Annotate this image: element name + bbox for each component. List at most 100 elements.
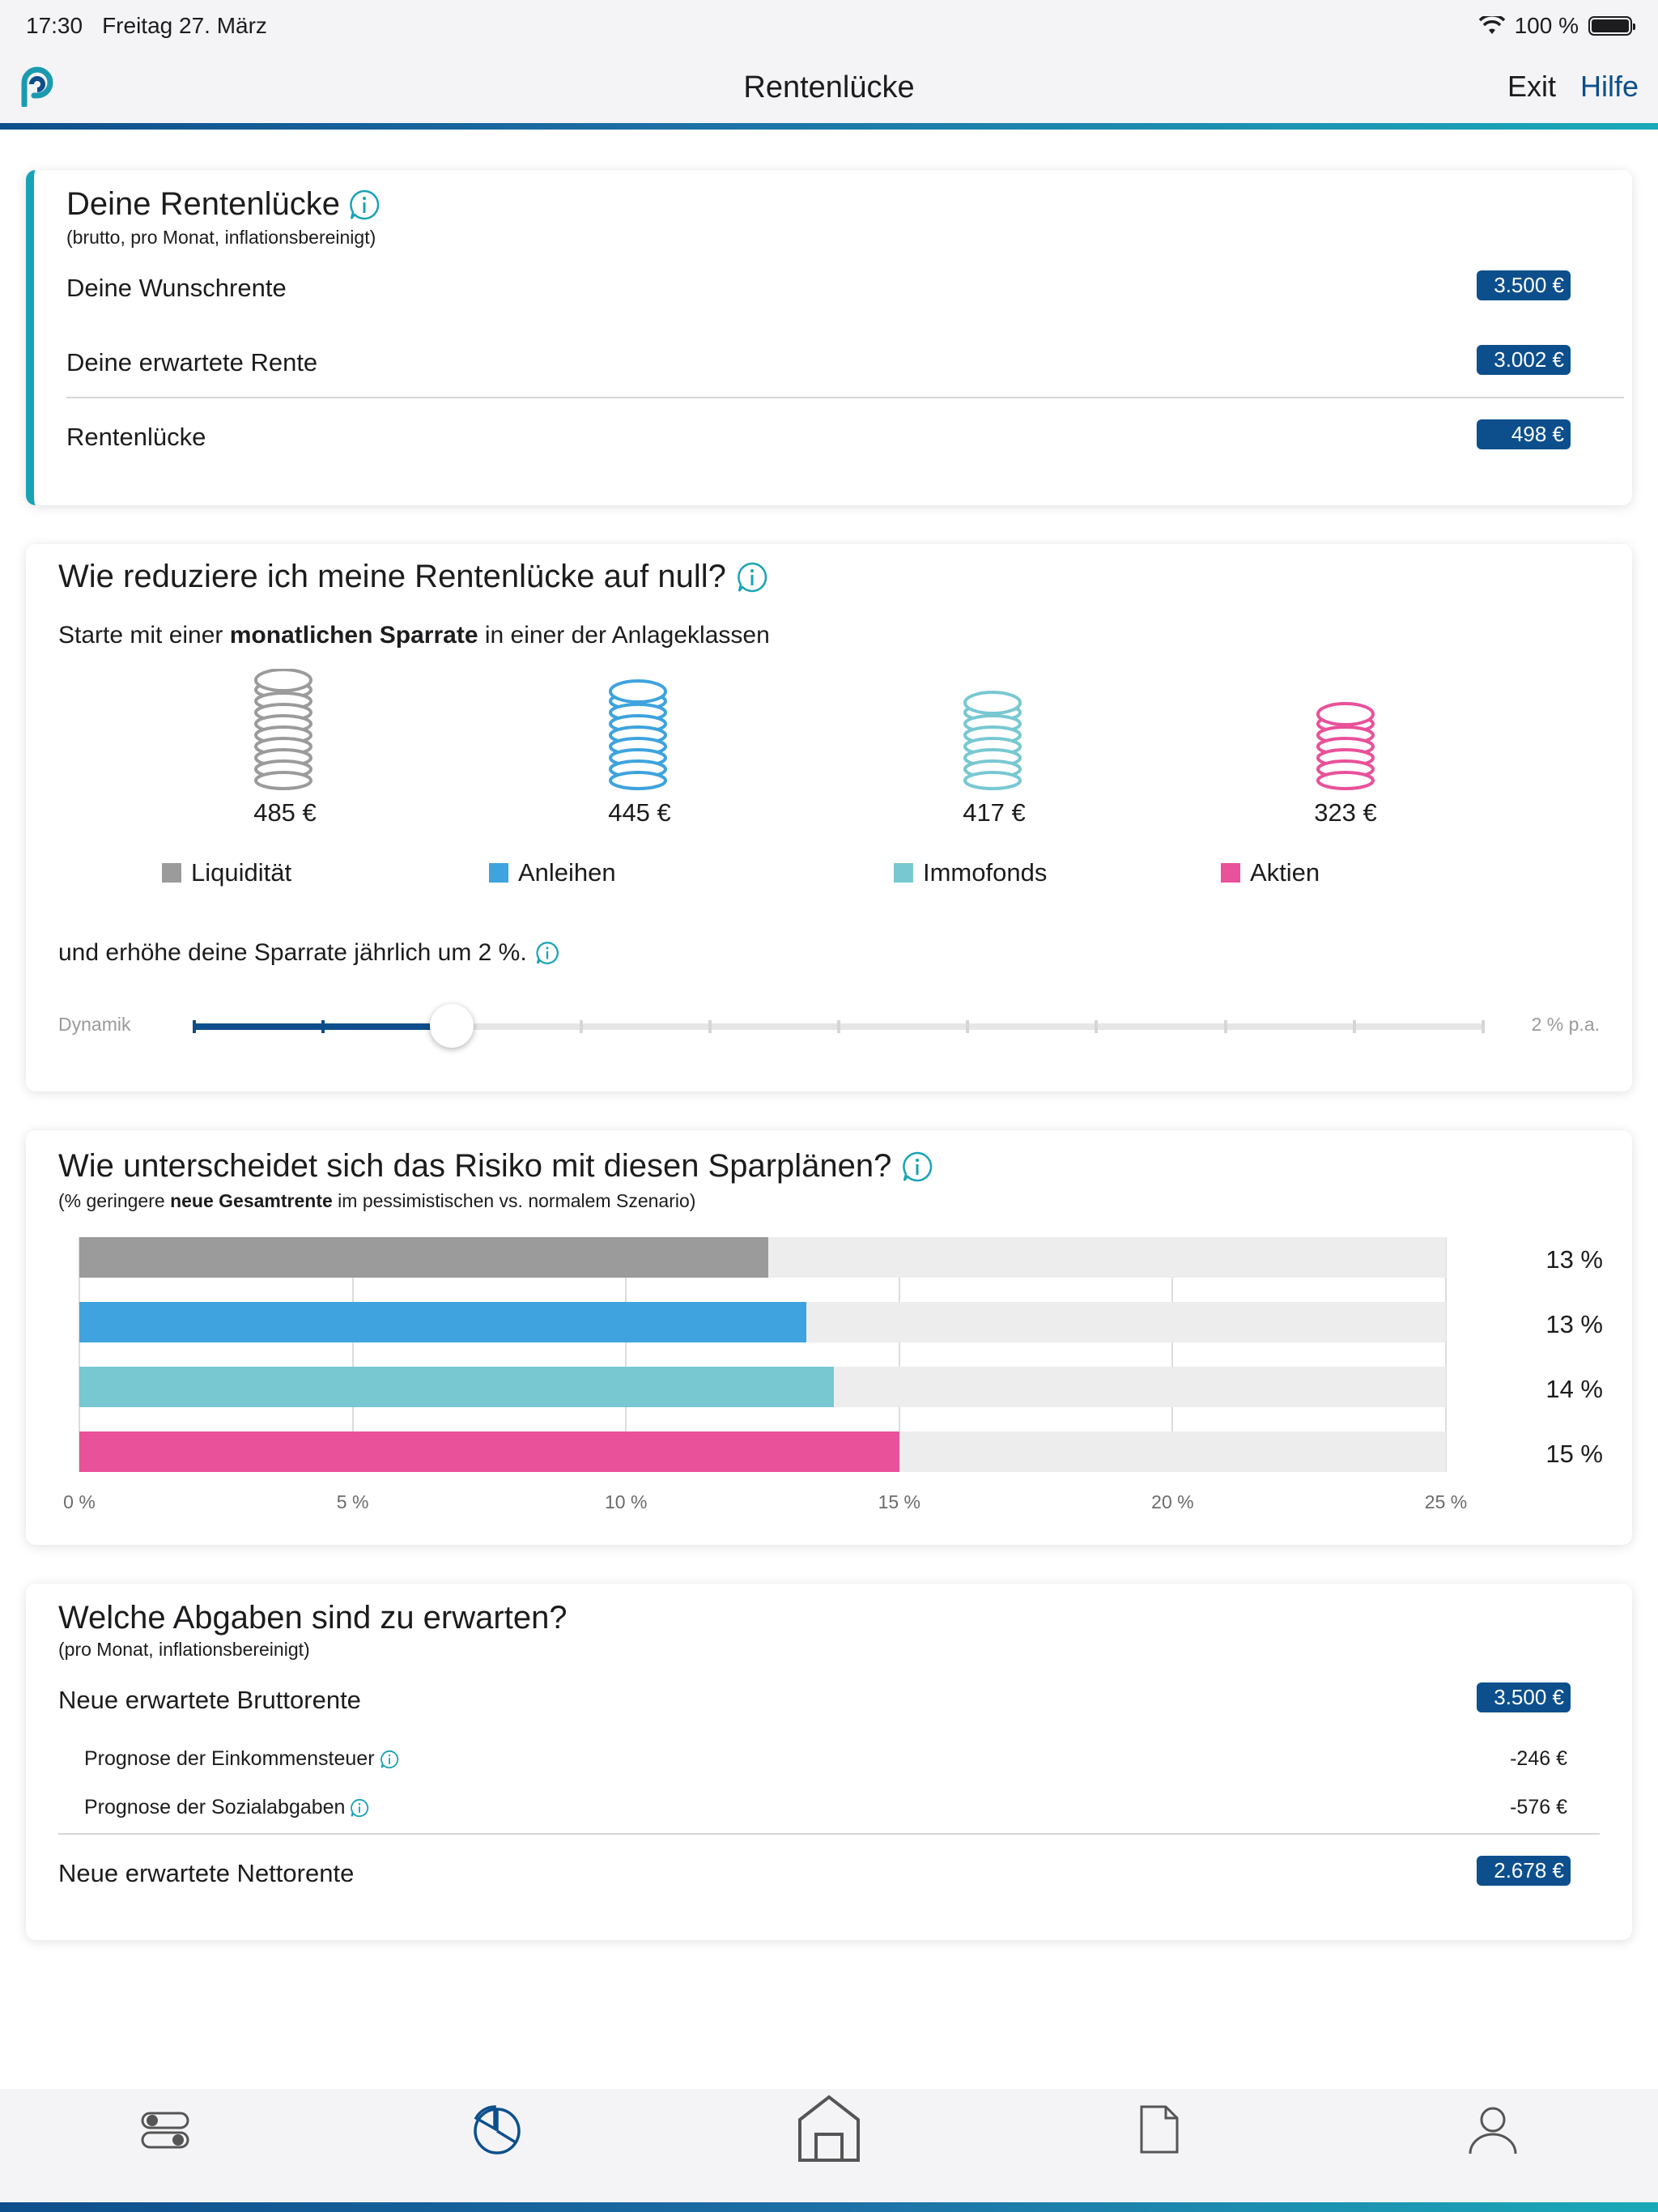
chart-x-tick-label: 10 % [604,1491,648,1512]
amount-anleihen: 445 € [608,798,671,827]
risk-title: Wie unterscheidet sich das Risiko mit di… [58,1148,892,1184]
pie-chart-icon[interactable] [471,2104,523,2155]
slider-value: 2 % p.a. [1531,1014,1600,1035]
battery-icon [1588,16,1635,36]
dynamic-text: und erhöhe deine Sparrate jährlich um 2 … [58,939,527,966]
chart-bar-value-label: 13 % [1545,1310,1603,1338]
chart-gridline [79,1237,80,1472]
chart-gridline [1171,1237,1174,1472]
settings-toggle-icon[interactable] [139,2104,191,2155]
info-icon[interactable] [901,1151,933,1183]
legend-swatch [489,863,508,883]
amount-aktien: 323 € [1314,798,1377,827]
amount-immofonds: 417 € [963,798,1026,827]
legend-liquiditaet[interactable]: Liquidität [162,858,291,887]
gap-title: Deine Rentenlücke [66,186,340,222]
chart-gridline [1445,1237,1447,1472]
page-title: Rentenlücke [743,70,915,104]
bottom-accent-line [0,2202,1658,2212]
chart-x-tick-label: 0 % [63,1491,96,1512]
chart-bar-value-label: 14 % [1545,1375,1603,1403]
status-date: Freitag 27. März [102,13,267,38]
document-icon[interactable] [1137,2104,1182,2155]
chart-bar-value-label: 15 % [1545,1440,1603,1468]
gap-value: 498 € [1477,419,1571,449]
gross-pension-label: Neue erwartete Bruttorente [58,1686,361,1714]
gap-label: Rentenlücke [66,423,206,451]
dynamic-slider-thumb[interactable] [430,1004,474,1048]
slider-tick [708,1020,712,1033]
wish-pension-label: Deine Wunschrente [66,274,287,302]
slider-label: Dynamik [58,1014,131,1035]
info-icon[interactable] [380,1750,399,1769]
legend-immofonds[interactable]: Immofonds [894,858,1047,887]
income-tax-value: -246 € [1510,1747,1567,1770]
gap-subtitle: (brutto, pro Monat, inflationsbereinigt) [66,227,376,248]
chart-x-tick-label: 5 % [336,1491,369,1512]
info-icon[interactable] [736,561,768,593]
info-icon[interactable] [348,189,380,221]
reduce-card [26,544,1632,1091]
coin-stack-liquiditaet-icon [254,669,312,790]
coin-stack-immofonds-icon [963,691,1022,790]
dynamic-slider-fill [194,1023,453,1030]
battery-percent: 100 % [1514,13,1579,38]
legend-aktien[interactable]: Aktien [1221,858,1320,887]
legend-anleihen[interactable]: Anleihen [489,858,616,887]
income-tax-label: Prognose der Einkommensteuer [84,1747,375,1770]
gap-card: Deine Rentenlücke (brutto, pro Monat, in… [26,170,1632,505]
slider-tick [1223,1020,1227,1033]
expected-pension-label: Deine erwartete Rente [66,348,318,376]
chart-gridline [898,1237,900,1472]
coin-stack-anleihen-icon [609,679,667,790]
status-time: 17:30 [26,13,83,38]
chart-gridline [625,1237,627,1472]
net-pension-label: Neue erwartete Nettorente [58,1859,355,1887]
home-icon[interactable] [795,2094,863,2162]
tab-bar [0,2089,1658,2202]
taxes-card [26,1584,1632,1940]
taxes-subtitle: (pro Monat, inflationsbereinigt) [58,1639,310,1660]
nav-accent-line [0,123,1658,130]
chart-bar-anleihen [79,1302,807,1342]
gross-pension-value: 3.500 € [1477,1682,1571,1712]
nav-bar: Rentenlücke Exit Hilfe [0,52,1658,123]
reduce-title: Wie reduziere ich meine Rentenlücke auf … [58,559,726,594]
taxes-title: Welche Abgaben sind zu erwarten? [58,1600,568,1636]
risk-subtitle: (% geringere neue Gesamtrente im pessimi… [58,1190,696,1211]
wifi-icon [1478,16,1505,34]
app-logo-icon[interactable] [18,65,57,107]
profile-icon[interactable] [1467,2104,1519,2155]
slider-tick [837,1020,840,1033]
amount-liquiditaet: 485 € [253,798,317,827]
legend-swatch [162,863,181,883]
coin-stack-aktien-icon [1316,702,1375,790]
info-icon[interactable] [350,1798,369,1818]
slider-tick [966,1020,970,1033]
chart-x-tick-label: 25 % [1424,1491,1468,1512]
slider-tick [1482,1020,1485,1033]
chart-bar-liquidität [79,1237,768,1278]
status-bar: 17:30 Freitag 27. März 100 % [0,0,1658,52]
wish-pension-value: 3.500 € [1477,270,1571,300]
slider-tick [1352,1020,1356,1033]
help-button[interactable]: Hilfe [1579,70,1639,103]
chart-bar-aktien [79,1431,899,1472]
chart-bar-immofonds [79,1367,834,1407]
chart-bar-value-label: 13 % [1545,1245,1603,1274]
divider [66,397,1624,398]
legend-swatch [894,863,913,883]
slider-tick [579,1020,583,1033]
exit-button[interactable]: Exit [1507,70,1556,103]
expected-pension-value: 3.002 € [1477,345,1571,375]
net-pension-value: 2.678 € [1477,1856,1571,1886]
info-icon[interactable] [535,941,559,965]
legend-swatch [1221,863,1240,883]
divider [58,1833,1600,1835]
social-charges-value: -576 € [1510,1796,1567,1819]
chart-gridline [351,1237,354,1472]
social-charges-label: Prognose der Sozialabgaben [84,1796,346,1819]
reduce-intro: Starte mit einer monatlichen Sparrate in… [58,622,770,649]
chart-x-tick-label: 20 % [1151,1491,1194,1512]
slider-tick [1095,1020,1099,1033]
